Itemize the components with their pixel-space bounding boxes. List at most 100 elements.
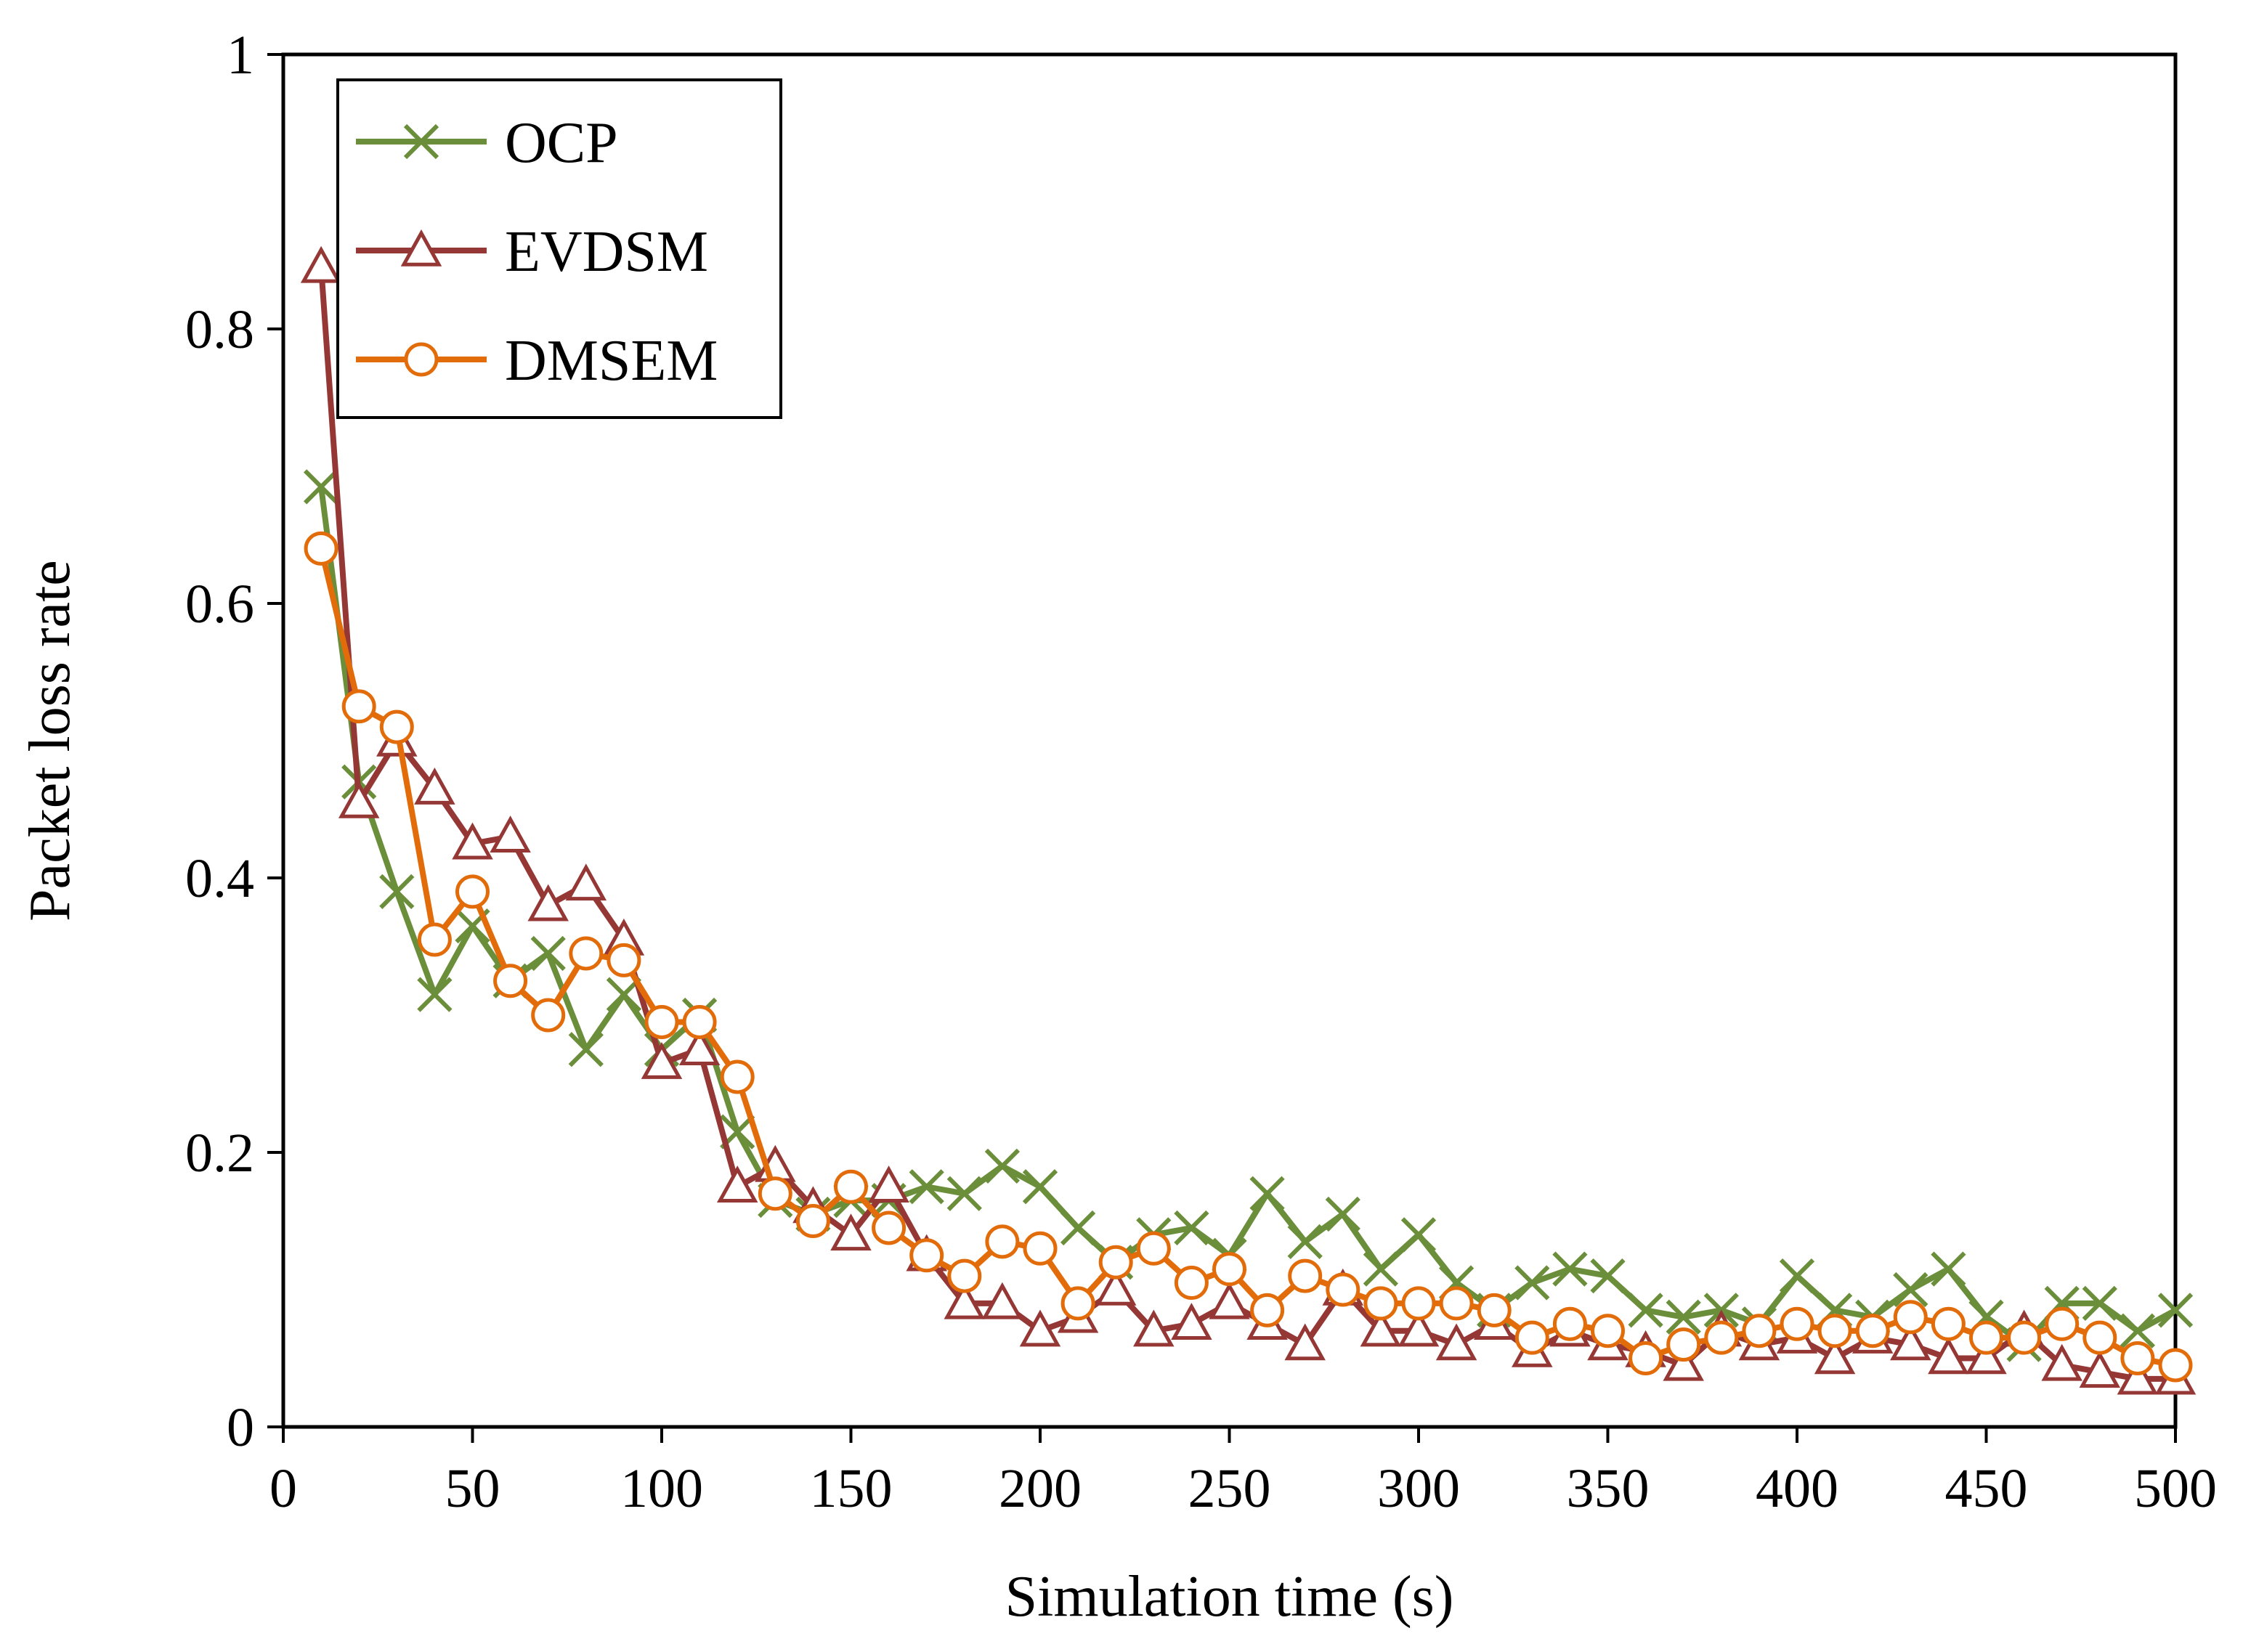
- data-point-evdsm: [2117, 1357, 2159, 1395]
- data-point-dmsem: [909, 1238, 944, 1273]
- data-point-dmsem: [455, 874, 490, 909]
- data-point-ocp: [1022, 1169, 1058, 1205]
- data-point-ocp: [2120, 1313, 2156, 1348]
- data-point-dmsem: [644, 1004, 679, 1039]
- data-point-evdsm: [1133, 1309, 1175, 1347]
- y-tick-label: 0.2: [185, 1123, 254, 1184]
- data-point-evdsm: [678, 1028, 721, 1065]
- data-point-dmsem: [795, 1204, 830, 1238]
- legend-label: EVDSM: [505, 220, 708, 284]
- data-point-dmsem: [1098, 1245, 1133, 1279]
- data-point-evdsm: [1435, 1323, 1477, 1361]
- legend-swatch-marker: [403, 123, 439, 160]
- data-point-ocp: [1400, 1217, 1437, 1253]
- data-point-ocp: [1779, 1258, 1815, 1294]
- x-tick-label: 250: [1188, 1458, 1271, 1519]
- data-point-dmsem: [2007, 1320, 2042, 1355]
- marker-stroke: [1666, 1299, 1701, 1335]
- data-point-evdsm: [716, 1165, 758, 1203]
- marker-stroke: [1893, 1271, 1928, 1308]
- marker-stroke: [1022, 1169, 1058, 1205]
- series-line-evdsm: [318, 266, 2175, 1382]
- data-point-ocp: [1666, 1299, 1701, 1335]
- legend-label: OCP: [505, 111, 618, 175]
- data-point-evdsm: [1398, 1309, 1440, 1347]
- data-point-evdsm: [1966, 1337, 2007, 1375]
- y-tick-label: 0: [227, 1397, 254, 1458]
- data-point-dmsem: [607, 943, 641, 977]
- data-point-dmsem: [682, 1004, 717, 1039]
- data-point-dmsem: [1817, 1314, 1852, 1348]
- y-tick-label: 0.4: [185, 848, 254, 909]
- data-point-ocp: [2082, 1285, 2117, 1322]
- series-dmsem: [304, 531, 2193, 1383]
- data-point-ocp: [1363, 1251, 1399, 1287]
- marker-stroke: [1363, 1251, 1399, 1287]
- x-tick-label: 450: [1945, 1458, 2028, 1519]
- marker-stroke: [303, 469, 339, 505]
- data-point-evdsm: [2041, 1343, 2082, 1381]
- data-point-dmsem: [2120, 1341, 2155, 1375]
- axes-layer: 0 50 100 150 200 250 300 350 400 450 500 0 0.2 0.4 0.6…: [185, 25, 2217, 1519]
- data-point-ocp: [946, 1176, 982, 1211]
- data-point-dmsem: [2158, 1348, 2193, 1383]
- data-point-dmsem: [1742, 1314, 1777, 1348]
- marker-stroke: [1249, 1176, 1285, 1211]
- y-axis-title: Packet loss rate: [18, 560, 82, 921]
- legend-entry-ocp: OCP: [356, 111, 618, 175]
- data-point-dmsem: [569, 936, 604, 971]
- marker-stroke: [1628, 1293, 1663, 1328]
- data-point-dmsem: [985, 1224, 1020, 1259]
- data-point-evdsm: [2079, 1351, 2121, 1388]
- x-tick-label: 300: [1377, 1458, 1460, 1519]
- data-point-dmsem: [417, 922, 452, 957]
- data-point-dmsem: [2045, 1306, 2080, 1341]
- data-point-evdsm: [527, 884, 569, 921]
- data-point-evdsm: [300, 245, 342, 283]
- marker-stroke: [530, 935, 566, 972]
- data-point-dmsem: [379, 709, 414, 744]
- marker-stroke: [2120, 1313, 2156, 1348]
- data-point-evdsm: [1171, 1303, 1212, 1340]
- data-point-ocp: [1552, 1251, 1588, 1287]
- y-tick-label: 0.8: [185, 299, 254, 360]
- data-point-dmsem: [341, 689, 376, 724]
- x-tick-label: 0: [269, 1458, 297, 1519]
- data-point-dmsem: [1969, 1320, 2003, 1355]
- x-axis-title: Simulation time (s): [1005, 1565, 1454, 1629]
- data-point-dmsem: [493, 964, 528, 998]
- marker-stroke: [2157, 1293, 2194, 1328]
- data-point-dmsem: [1401, 1286, 1436, 1321]
- data-point-dmsem: [1780, 1306, 1814, 1341]
- data-point-ocp: [984, 1148, 1021, 1184]
- data-point-ocp: [1325, 1196, 1360, 1232]
- marker-stroke: [2082, 1285, 2117, 1322]
- data-point-evdsm: [452, 822, 493, 860]
- data-point-dmsem: [1514, 1320, 1549, 1355]
- marker-stroke: [1779, 1258, 1815, 1294]
- data-point-ocp: [1514, 1265, 1550, 1301]
- data-point-ocp: [2157, 1293, 2194, 1328]
- data-point-ocp: [417, 977, 453, 1012]
- marker-stroke: [1552, 1251, 1588, 1287]
- data-point-ocp: [1174, 1210, 1209, 1246]
- data-point-dmsem: [1212, 1252, 1246, 1287]
- x-tick-label: 100: [620, 1458, 703, 1519]
- data-point-dmsem: [1363, 1286, 1398, 1321]
- data-point-ocp: [530, 935, 566, 972]
- series-layer: [300, 245, 2197, 1395]
- data-point-dmsem: [304, 531, 338, 566]
- data-point-evdsm: [1663, 1343, 1704, 1381]
- marker-stroke: [1400, 1217, 1437, 1253]
- data-point-evdsm: [414, 768, 455, 805]
- data-point-evdsm: [338, 781, 380, 818]
- y-tick-label: 1: [227, 25, 254, 86]
- data-point-ocp: [379, 874, 415, 910]
- data-point-evdsm: [944, 1282, 986, 1319]
- marker-stroke: [1287, 1224, 1323, 1259]
- series-line-ocp: [318, 486, 2177, 1348]
- x-tick-label: 400: [1756, 1458, 1838, 1519]
- data-point-dmsem: [1855, 1314, 1890, 1348]
- data-point-dmsem: [1704, 1320, 1739, 1355]
